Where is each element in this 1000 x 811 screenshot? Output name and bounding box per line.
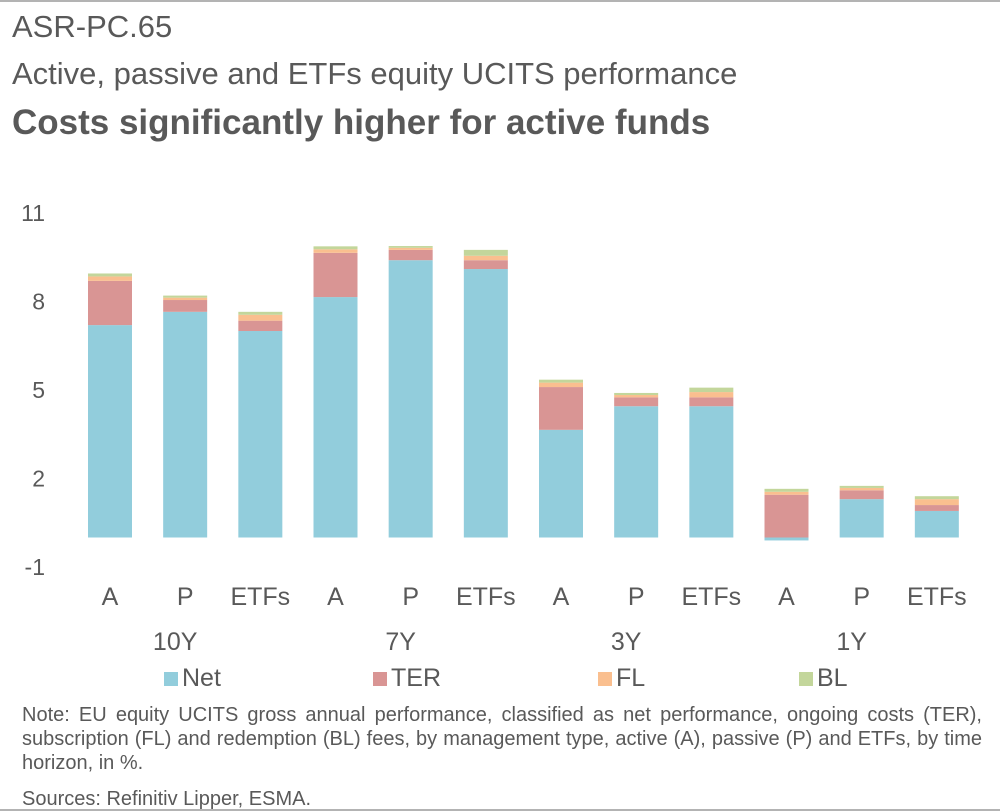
bar-fl-7y-p bbox=[388, 247, 433, 250]
x-tick-label: A bbox=[327, 583, 344, 611]
bar-bl-1y-a bbox=[764, 488, 809, 492]
x-tick-label: A bbox=[102, 583, 119, 611]
y-axis-ticks: -1 2 5 8 11 bbox=[21, 200, 45, 580]
y-tick-label: -1 bbox=[25, 554, 45, 580]
top-rule bbox=[0, 0, 1000, 2]
x-tick-label: A bbox=[778, 583, 795, 611]
x-tick-label: ETFs bbox=[681, 583, 741, 611]
chart-code: ASR-PC.65 bbox=[12, 9, 173, 44]
bar-bl-3y-etfs bbox=[689, 387, 734, 393]
x-tick-label: P bbox=[402, 583, 419, 611]
bar-net-1y-p bbox=[839, 499, 884, 538]
legend-item-net: Net bbox=[164, 664, 221, 693]
bar-bl-10y-p bbox=[163, 295, 208, 298]
bar-ter-1y-a bbox=[764, 494, 809, 538]
bottom-rule bbox=[0, 809, 1000, 811]
bar-net-3y-a bbox=[539, 429, 583, 538]
bar-ter-10y-etfs bbox=[238, 320, 283, 331]
bar-fl-10y-a bbox=[88, 276, 132, 281]
legend-item-fl: FL bbox=[598, 664, 645, 693]
chart-subtitle: Active, passive and ETFs equity UCITS pe… bbox=[12, 56, 738, 91]
x-group-label: 3Y bbox=[611, 628, 642, 656]
bar-net-3y-p bbox=[614, 406, 659, 538]
legend-item-bl: BL bbox=[799, 664, 848, 693]
bar-fl-3y-p bbox=[614, 395, 659, 398]
x-axis-groups: 10Y 7Y 3Y 1Y bbox=[153, 628, 867, 656]
bar-bl-1y-p bbox=[839, 485, 884, 488]
bar-net-10y-etfs bbox=[238, 331, 283, 538]
legend-label-ter: TER bbox=[391, 664, 441, 692]
bar-area bbox=[88, 246, 959, 541]
bar-fl-10y-etfs bbox=[238, 314, 283, 321]
legend: Net TER FL BL bbox=[0, 664, 1000, 698]
x-group-label: 1Y bbox=[836, 628, 867, 656]
bar-ter-10y-a bbox=[88, 280, 132, 326]
bar-net-7y-a bbox=[313, 297, 358, 538]
bar-bl-3y-p bbox=[614, 392, 659, 396]
x-tick-label: A bbox=[553, 583, 570, 611]
x-tick-label: P bbox=[853, 583, 870, 611]
x-tick-label: P bbox=[177, 583, 194, 611]
x-tick-label: P bbox=[628, 583, 645, 611]
bar-ter-1y-p bbox=[839, 490, 884, 500]
bar-net-10y-a bbox=[88, 325, 132, 538]
bar-bl-10y-a bbox=[88, 273, 132, 277]
legend-swatch-bl bbox=[799, 671, 813, 686]
legend-item-ter: TER bbox=[373, 664, 441, 693]
x-group-label: 10Y bbox=[153, 628, 198, 656]
x-tick-label: ETFs bbox=[230, 583, 290, 611]
bar-fl-1y-etfs bbox=[914, 499, 959, 506]
bar-fl-3y-a bbox=[539, 382, 583, 388]
chart-source: Sources: Refinitiv Lipper, ESMA. bbox=[22, 788, 312, 810]
legend-swatch-ter bbox=[373, 671, 387, 686]
bar-ter-7y-p bbox=[388, 249, 433, 261]
legend-label-net: Net bbox=[182, 664, 221, 692]
legend-swatch-net bbox=[164, 671, 178, 686]
x-tick-label: ETFs bbox=[907, 583, 967, 611]
legend-swatch-fl bbox=[598, 671, 612, 686]
bar-ter-7y-a bbox=[313, 252, 358, 298]
bar-net-1y-etfs bbox=[914, 510, 959, 538]
bar-fl-10y-p bbox=[163, 297, 208, 301]
x-group-label: 7Y bbox=[385, 628, 416, 656]
bar-ter-3y-a bbox=[539, 387, 583, 430]
legend-label-bl: BL bbox=[817, 664, 848, 692]
bar-net-10y-p bbox=[163, 311, 208, 538]
bar-net-1y-a bbox=[764, 537, 809, 541]
y-tick-label: 5 bbox=[32, 377, 45, 403]
chart-title: Costs significantly higher for active fu… bbox=[12, 103, 711, 142]
bar-bl-7y-a bbox=[313, 246, 358, 250]
y-tick-label: 8 bbox=[32, 289, 45, 315]
bar-net-7y-etfs bbox=[463, 269, 508, 538]
bar-net-3y-etfs bbox=[689, 406, 734, 538]
bar-fl-1y-a bbox=[764, 491, 809, 495]
bar-ter-7y-etfs bbox=[463, 260, 508, 270]
bar-bl-7y-p bbox=[388, 246, 433, 248]
legend-label-fl: FL bbox=[616, 664, 646, 692]
bar-ter-10y-p bbox=[163, 300, 208, 312]
y-tick-label: 11 bbox=[21, 200, 45, 226]
bar-bl-10y-etfs bbox=[238, 311, 283, 315]
bar-fl-1y-p bbox=[839, 487, 884, 491]
bar-bl-7y-etfs bbox=[463, 249, 508, 256]
bar-fl-3y-etfs bbox=[689, 392, 734, 398]
stacked-bar-chart: -1 2 5 8 11 A P ETFs A P ETFs A P ETFs A P ETFs 10Y 7Y 3Y… bbox=[21, 200, 967, 656]
bar-bl-1y-etfs bbox=[914, 496, 959, 500]
bar-ter-3y-p bbox=[614, 397, 659, 407]
bar-ter-1y-etfs bbox=[914, 505, 959, 511]
chart-note: Note: EU equity UCITS gross annual perfo… bbox=[22, 704, 982, 774]
bar-ter-3y-etfs bbox=[689, 397, 734, 407]
y-tick-label: 2 bbox=[32, 466, 45, 492]
bar-net-7y-p bbox=[388, 260, 433, 538]
bar-fl-7y-etfs bbox=[463, 255, 508, 261]
x-axis-ticks: A P ETFs A P ETFs A P ETFs A P ETFs bbox=[102, 583, 967, 611]
x-tick-label: ETFs bbox=[456, 583, 516, 611]
bar-bl-3y-a bbox=[539, 379, 583, 383]
bar-fl-7y-a bbox=[313, 249, 358, 253]
